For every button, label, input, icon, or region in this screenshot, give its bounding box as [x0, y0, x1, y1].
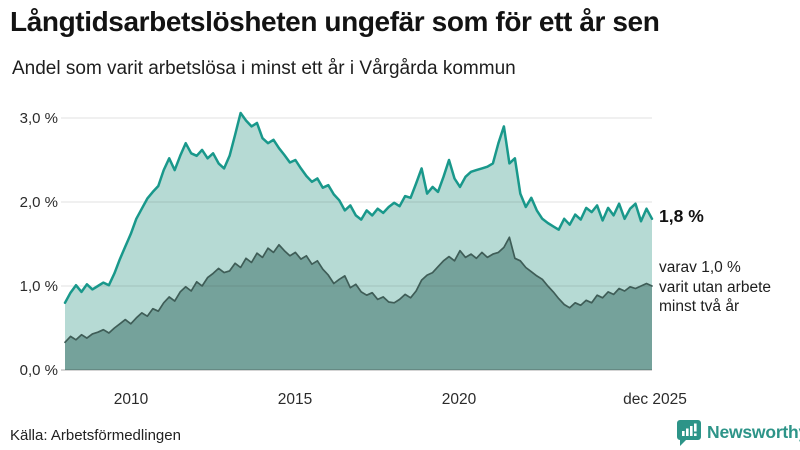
brand-name: Newsworthy [707, 422, 800, 442]
y-axis-tick-0: 0,0 % [19, 362, 58, 379]
source-credit: Källa: Arbetsförmedlingen [10, 427, 181, 444]
x-axis-tick-2015: 2015 [277, 391, 313, 408]
x-axis-tick-2010: 2010 [113, 391, 149, 408]
latest-value-label: 1,8 % [659, 206, 704, 226]
newsworthy-logo-icon [677, 420, 701, 446]
x-axis-tick-dec-2025: dec 2025 [623, 391, 687, 408]
y-axis-tick-3: 3,0 % [19, 110, 58, 127]
y-axis-tick-1: 1,0 % [19, 278, 58, 295]
chart-subtitle: Andel som varit arbetslösa i minst ett å… [12, 58, 516, 79]
area-fill-1 [65, 237, 652, 370]
series-line-0 [63, 111, 654, 305]
series-line-1 [64, 236, 653, 344]
two-year-annotation: varav 1,0 % varit utan arbete minst två … [659, 259, 772, 315]
newsworthy-brand: Newsworthy [676, 419, 800, 446]
page-title: Långtidsarbetslösheten ungefär som för e… [10, 6, 660, 37]
y-axis-tick-2: 2,0 % [19, 194, 58, 211]
x-axis-tick-2020: 2020 [441, 391, 477, 408]
